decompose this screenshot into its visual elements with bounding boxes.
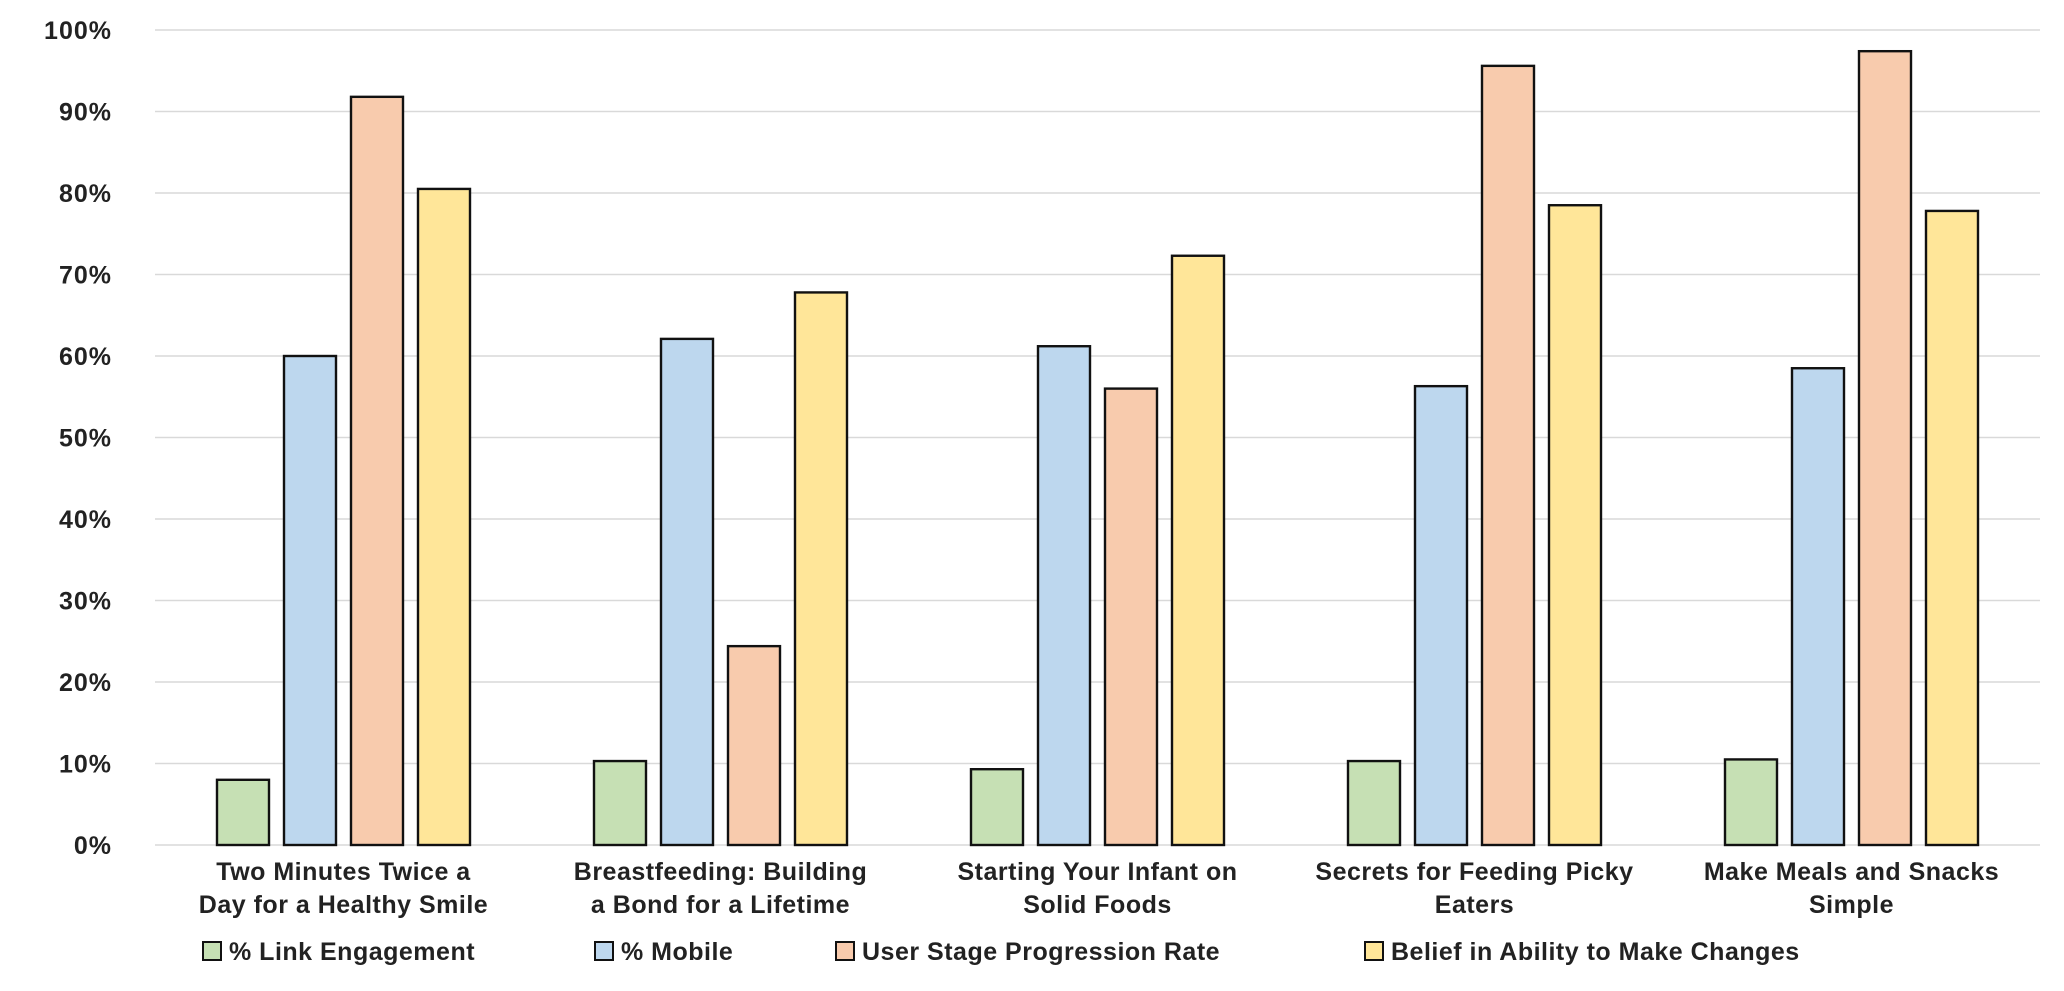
- legend-swatch: [202, 941, 222, 961]
- bar-series-4-category-5: [1924, 209, 1980, 847]
- y-tick-label: 100%: [44, 17, 112, 45]
- bar-series-3-category-2: [726, 644, 782, 847]
- bar-series-4-category-1: [416, 187, 472, 847]
- bar-series-1-category-3: [969, 768, 1025, 847]
- y-tick-label: 40%: [59, 506, 112, 534]
- legend-item: Belief in Ability to Make Changes: [1364, 938, 1800, 966]
- y-tick-label: 30%: [59, 588, 112, 616]
- legend-swatch: [1364, 941, 1384, 961]
- y-tick-label: 60%: [59, 343, 112, 371]
- bar-series-2-category-2: [659, 337, 715, 847]
- x-category-label: Simple: [1809, 891, 1894, 919]
- y-tick-label: 0%: [74, 832, 112, 860]
- y-tick-label: 70%: [59, 262, 112, 290]
- bar-series-3-category-4: [1480, 64, 1536, 847]
- bar-series-3-category-3: [1103, 387, 1159, 847]
- bar-series-4-category-2: [793, 291, 849, 847]
- y-tick-label: 20%: [59, 669, 112, 697]
- x-category-label: Solid Foods: [1023, 891, 1172, 919]
- bar-series-1-category-4: [1346, 759, 1402, 847]
- bar-series-4-category-3: [1170, 254, 1226, 847]
- legend-label: % Link Engagement: [229, 938, 475, 966]
- x-axis-category-labels: Two Minutes Twice a Day for a Healthy Smi…: [199, 858, 1999, 919]
- legend-swatch: [594, 941, 614, 961]
- bar-series-2-category-3: [1036, 345, 1092, 847]
- x-category-label: Starting Your Infant on: [957, 858, 1237, 886]
- legend: % Link Engagement % Mobile User Stage Prog…: [202, 938, 1800, 966]
- bar-series-2-category-4: [1413, 384, 1469, 847]
- legend-item: % Mobile: [594, 938, 733, 966]
- bar-series-3-category-5: [1857, 49, 1913, 847]
- bar-series-1-category-1: [215, 778, 271, 847]
- legend-item: User Stage Progression Rate: [835, 938, 1220, 966]
- bar-series-1-category-5: [1723, 758, 1779, 847]
- legend-label: User Stage Progression Rate: [862, 938, 1220, 966]
- x-category-label: a Bond for a Lifetime: [591, 891, 850, 919]
- legend-label: Belief in Ability to Make Changes: [1391, 938, 1800, 966]
- y-axis-tick-labels: 0% 10% 20% 30% 40% 50% 60% 70% 80% 90% 100%: [44, 17, 112, 860]
- bar-series-3-category-1: [349, 95, 405, 847]
- x-category-label: Make Meals and Snacks: [1704, 858, 1999, 886]
- bar-series-4-category-4: [1547, 204, 1603, 847]
- y-tick-label: 90%: [59, 99, 112, 127]
- legend-label: % Mobile: [621, 938, 733, 966]
- bar-series-1-category-2: [592, 759, 648, 847]
- bar-series-2-category-5: [1790, 367, 1846, 847]
- legend-swatch: [835, 941, 855, 961]
- x-category-label: Eaters: [1435, 891, 1514, 919]
- bar-series-2-category-1: [282, 354, 338, 847]
- y-tick-label: 50%: [59, 425, 112, 453]
- x-category-label: Breastfeeding: Building: [574, 858, 867, 886]
- x-category-label: Secrets for Feeding Picky: [1315, 858, 1633, 886]
- x-category-label: Two Minutes Twice a: [216, 858, 471, 886]
- x-category-label: Day for a Healthy Smile: [199, 891, 488, 919]
- y-tick-label: 80%: [59, 180, 112, 208]
- legend-item: % Link Engagement: [202, 938, 475, 966]
- y-tick-label: 10%: [59, 751, 112, 779]
- bars: [215, 49, 1980, 847]
